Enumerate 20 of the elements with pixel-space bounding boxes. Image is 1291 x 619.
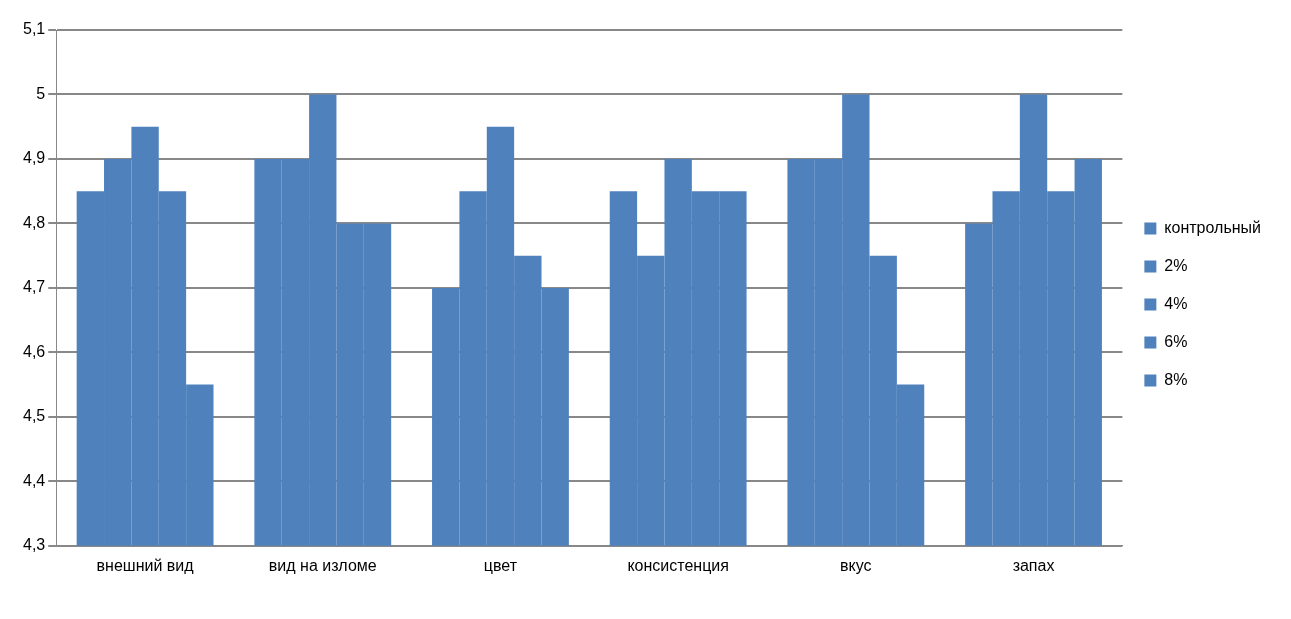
y-tick-label: 4,5 xyxy=(22,407,46,425)
legend-label: 4% xyxy=(1164,294,1188,312)
legend-label: 2% xyxy=(1164,256,1188,274)
x-tick-label: вкус xyxy=(840,556,872,574)
y-tick-label: 4,8 xyxy=(22,213,46,231)
x-tick-label: запах xyxy=(1012,556,1055,574)
x-tick-label: консистенция xyxy=(627,556,729,574)
legend-label: контрольный xyxy=(1164,218,1262,236)
x-tick-label: внешний вид xyxy=(96,556,195,574)
y-tick-label: 4,6 xyxy=(22,342,46,360)
y-tick-label: 5,1 xyxy=(22,20,46,38)
y-tick-label: 4,4 xyxy=(22,471,46,489)
y-tick-label: 4,3 xyxy=(22,536,46,554)
y-tick-label: 5 xyxy=(36,84,46,102)
legend-label: 8% xyxy=(1164,370,1188,388)
x-tick-label: цвет xyxy=(483,556,518,574)
x-tick-label: вид на изломе xyxy=(268,556,377,574)
y-tick-label: 4,7 xyxy=(22,278,46,296)
legend-label: 6% xyxy=(1164,332,1188,350)
y-tick-label: 4,9 xyxy=(22,149,46,167)
